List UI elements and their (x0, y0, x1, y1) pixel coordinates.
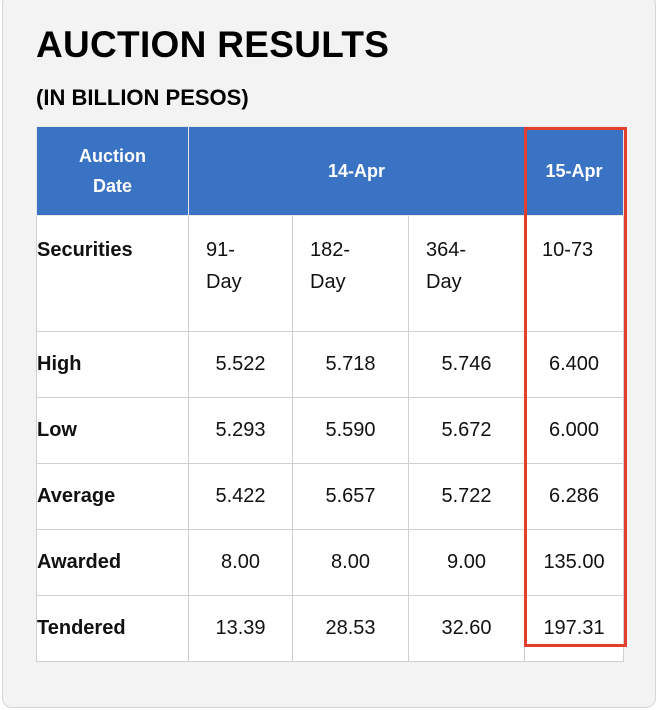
date-header-15-apr: 15-Apr (524, 126, 625, 216)
auction-results-table: Auction Date 14-Apr 15-Apr Securities 91… (36, 126, 625, 662)
table-row-awarded: Awarded 8.00 8.00 9.00 135.00 (36, 529, 625, 596)
page-subtitle: (IN BILLION PESOS) (36, 85, 249, 110)
table-cell: 28.53 (292, 595, 409, 662)
security-cell: 364- Day (407, 215, 526, 332)
table-cell: 13.39 (188, 595, 293, 662)
row-label-awarded: Awarded (36, 529, 189, 596)
security-line1: 10-73 (542, 239, 594, 261)
table-cell: 6.400 (524, 331, 625, 398)
table-cell: 5.672 (407, 397, 526, 464)
security-line1: 91- (206, 239, 235, 261)
security-line1: 182- (310, 239, 351, 261)
table-cell: 5.722 (407, 463, 526, 530)
page-title: AUCTION RESULTS (36, 24, 390, 65)
table-cell: 8.00 (292, 529, 409, 596)
security-line2: Day (206, 271, 242, 293)
auction-date-header: Auction Date (36, 126, 189, 216)
table-cell: 5.522 (188, 331, 293, 398)
table-cell: 6.286 (524, 463, 625, 530)
security-cell: 10-73 (524, 215, 625, 332)
table-cell: 8.00 (188, 529, 293, 596)
table-row-high: High 5.522 5.718 5.746 6.400 (36, 331, 625, 398)
row-label-securities: Securities (36, 215, 189, 332)
table-header-row: Auction Date 14-Apr 15-Apr (36, 126, 625, 216)
table-cell: 5.590 (292, 397, 409, 464)
security-line2: Day (310, 271, 346, 293)
table-cell: 5.746 (407, 331, 526, 398)
table-row-tendered: Tendered 13.39 28.53 32.60 197.31 (36, 595, 625, 662)
table-cell: 5.422 (188, 463, 293, 530)
table-row-low: Low 5.293 5.590 5.672 6.000 (36, 397, 625, 464)
table-row-average: Average 5.422 5.657 5.722 6.286 (36, 463, 625, 530)
security-line1: 364- (426, 239, 467, 261)
table-cell: 32.60 (407, 595, 526, 662)
table-cell: 5.657 (292, 463, 409, 530)
table-row-securities: Securities 91- Day 182- Day 364- Day 10-73 (36, 215, 625, 332)
row-label-low: Low (36, 397, 189, 464)
row-label-tendered: Tendered (36, 595, 189, 662)
table-cell: 5.718 (292, 331, 409, 398)
table-cell: 197.31 (524, 595, 625, 662)
row-label-high: High (36, 331, 189, 398)
table-cell: 135.00 (524, 529, 625, 596)
auction-date-label-line1: Auction (79, 146, 146, 166)
table-cell: 9.00 (407, 529, 526, 596)
security-cell: 91- Day (188, 215, 293, 332)
security-cell: 182- Day (292, 215, 409, 332)
auction-date-label-line2: Date (92, 176, 132, 196)
table-cell: 5.293 (188, 397, 293, 464)
row-label-average: Average (36, 463, 189, 530)
table-cell: 6.000 (524, 397, 625, 464)
security-line2: Day (426, 271, 462, 293)
date-header-14-apr: 14-Apr (187, 126, 526, 216)
